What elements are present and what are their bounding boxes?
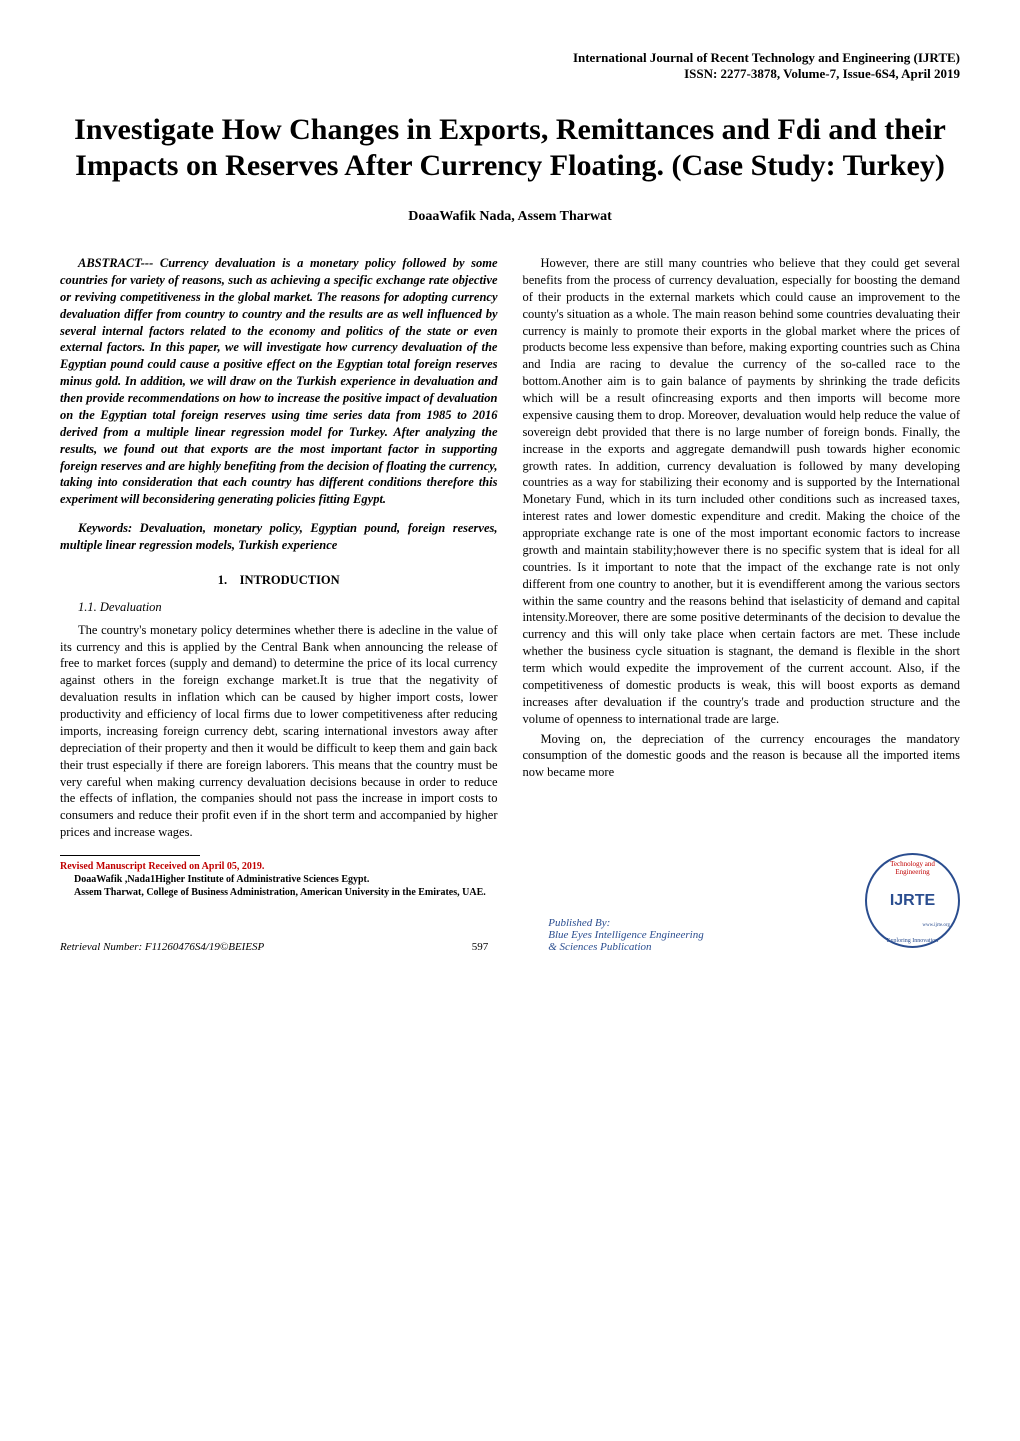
footnote-separator: [60, 855, 200, 856]
author2-text: Assem Tharwat, College of Business Admin…: [74, 887, 486, 898]
logo-bottom-text: Exploring Innovation: [873, 938, 953, 944]
right-body-paragraph-1: However, there are still many countries …: [523, 255, 961, 728]
section-title: INTRODUCTION: [240, 573, 340, 587]
paper-title: Investigate How Changes in Exports, Remi…: [60, 112, 960, 184]
section-1-header: 1. INTRODUCTION: [60, 572, 498, 589]
left-column: ABSTRACT--- Currency devaluation is a mo…: [60, 255, 498, 899]
content-columns: ABSTRACT--- Currency devaluation is a mo…: [60, 255, 960, 899]
author2-affiliation: Assem Tharwat, College of Business Admin…: [60, 886, 498, 899]
logo-center-text: IJRTE: [890, 892, 935, 910]
retrieval-number: Retrieval Number: F11260476S4/19©BEIESP: [60, 941, 472, 953]
author1-affiliation: DoaaWafik ,Nada1Higher Institute of Admi…: [60, 873, 498, 886]
page-footer: Retrieval Number: F11260476S4/19©BEIESP …: [60, 917, 960, 953]
journal-name: International Journal of Recent Technolo…: [60, 50, 960, 66]
subsection-1-1: 1.1. Devaluation: [60, 599, 498, 616]
logo-url: www.ijrte.org: [922, 923, 950, 928]
page-number: 597: [472, 941, 489, 953]
keywords-text: Keywords: Devaluation, monetary policy, …: [60, 520, 498, 554]
authors: DoaaWafik Nada, Assem Tharwat: [60, 209, 960, 225]
manuscript-info: Revised Manuscript Received on April 05,…: [60, 860, 498, 899]
journal-logo: Technology and Engineering IJRTE www.ijr…: [850, 853, 960, 948]
manuscript-received: Revised Manuscript Received on April 05,…: [60, 860, 498, 873]
logo-circle: Technology and Engineering IJRTE www.ijr…: [865, 853, 960, 948]
left-body-paragraph: The country's monetary policy determines…: [60, 622, 498, 841]
logo-top-text: Technology and Engineering: [873, 860, 953, 876]
right-column: However, there are still many countries …: [523, 255, 961, 899]
abstract-text: ABSTRACT--- Currency devaluation is a mo…: [60, 255, 498, 508]
section-number: 1.: [218, 573, 227, 587]
issn-info: ISSN: 2277-3878, Volume-7, Issue-6S4, Ap…: [60, 66, 960, 82]
right-body-paragraph-2: Moving on, the depreciation of the curre…: [523, 731, 961, 782]
author1-text: DoaaWafik ,Nada1Higher Institute of Admi…: [74, 874, 369, 885]
journal-header: International Journal of Recent Technolo…: [60, 50, 960, 82]
